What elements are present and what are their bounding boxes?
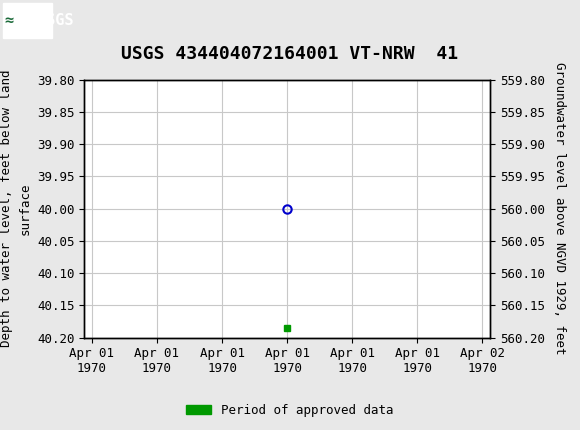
Text: ≈: ≈	[5, 13, 14, 28]
Bar	[3, 3, 52, 37]
Legend: Period of approved data: Period of approved data	[181, 399, 399, 421]
Y-axis label: Groundwater level above NGVD 1929, feet: Groundwater level above NGVD 1929, feet	[553, 62, 566, 355]
Text: USGS: USGS	[38, 13, 74, 28]
Text: USGS 434404072164001 VT-NRW  41: USGS 434404072164001 VT-NRW 41	[121, 45, 459, 63]
Y-axis label: Depth to water level, feet below land
surface: Depth to water level, feet below land su…	[1, 70, 31, 347]
